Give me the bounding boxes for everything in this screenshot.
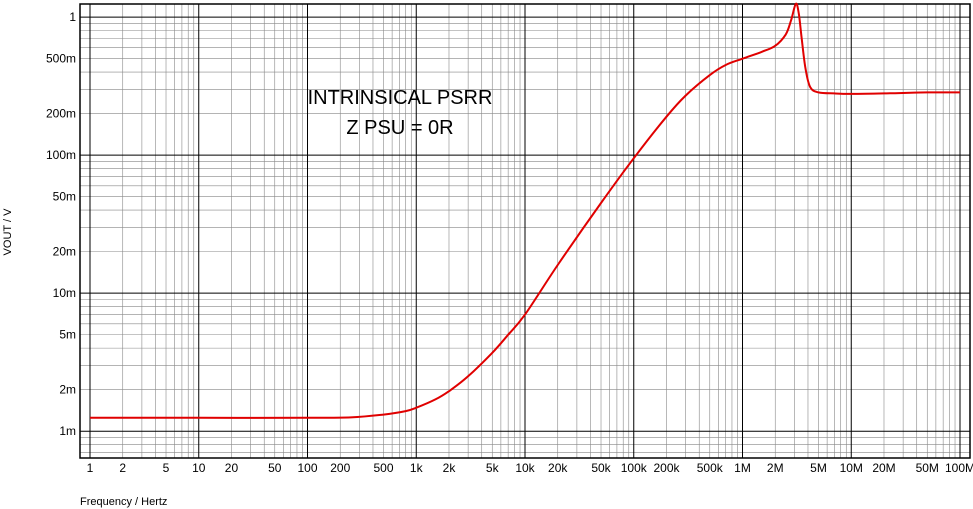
y-tick-label: 5m (59, 328, 76, 342)
plot-frame (79, 3, 971, 459)
x-tick-label: 5 (163, 461, 170, 475)
x-tick-label: 1M (734, 461, 751, 475)
x-tick-label: 20M (872, 461, 895, 475)
x-tick-label: 10k (515, 461, 535, 475)
x-tick-label: 100 (297, 461, 317, 475)
major-grid (80, 4, 970, 458)
y-tick-label: 10m (53, 286, 76, 300)
x-tick-label: 500k (697, 461, 724, 475)
x-tick-label: 200 (330, 461, 350, 475)
x-tick-label: 50 (268, 461, 282, 475)
series-line-vout (90, 2, 961, 419)
y-tick-label: 500m (46, 52, 76, 66)
y-tick-labels: 1m 2m 5m 10m 20m 50m 100m 200m 500m 1 (46, 10, 76, 438)
y-axis-title: VOUT / V (2, 208, 14, 256)
x-tick-label: 1k (410, 461, 424, 475)
x-tick-labels: 1 2 5 10 20 50 100 200 500 1k 2k 5k 10k 20k 50k 100k 200… (87, 461, 973, 475)
x-tick-label: 10M (840, 461, 863, 475)
x-tick-label: 10 (192, 461, 206, 475)
y-tick-label: 2m (59, 383, 76, 397)
y-tick-label: 1m (59, 424, 76, 438)
annotation-line-1: INTRINSICAL PSRR (308, 87, 493, 109)
x-tick-label: 2k (443, 461, 457, 475)
x-tick-label: 5M (810, 461, 827, 475)
y-tick-label: 20m (53, 245, 76, 259)
x-tick-label: 50k (591, 461, 611, 475)
x-axis-title: Frequency / Hertz (80, 496, 167, 508)
y-tick-label: 100m (46, 148, 76, 162)
x-tick-label: 2 (119, 461, 126, 475)
y-tick-label: 50m (53, 190, 76, 204)
x-tick-label: 20 (225, 461, 239, 475)
y-tick-label: 1 (69, 10, 76, 24)
x-tick-label: 1 (87, 461, 94, 475)
x-tick-label: 200k (653, 461, 680, 475)
annotation-line-2: Z PSU = 0R (346, 117, 453, 139)
x-tick-label: 2M (767, 461, 784, 475)
x-tick-label: 500 (373, 461, 393, 475)
x-tick-label: 100k (621, 461, 648, 475)
x-tick-label: 50M (916, 461, 939, 475)
x-tick-label: 20k (548, 461, 568, 475)
y-tick-label: 200m (46, 107, 76, 121)
x-tick-label: 100M (945, 461, 973, 475)
x-tick-label: 5k (486, 461, 500, 475)
